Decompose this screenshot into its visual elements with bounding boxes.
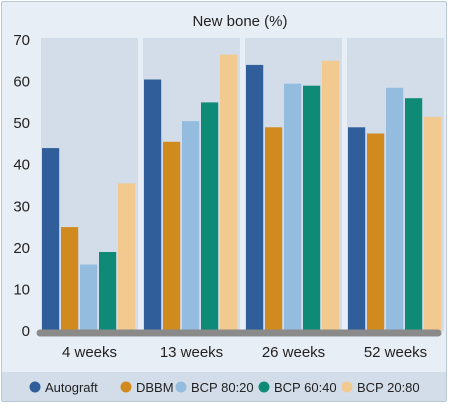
y-tick-label-70: 70 bbox=[13, 32, 30, 49]
bar-bcp-80-20-26-weeks bbox=[284, 83, 302, 331]
bar-bcp-20-80-52-weeks bbox=[424, 116, 442, 332]
legend-label-bcp-80-20: BCP 80:20 bbox=[191, 380, 254, 395]
y-tick-label-40: 40 bbox=[13, 157, 30, 174]
legend-marker-dbbm bbox=[120, 381, 132, 393]
bar-bcp-60-40-52-weeks bbox=[405, 98, 423, 331]
bar-dbbm-4-weeks bbox=[61, 227, 79, 331]
y-tick-label-10: 10 bbox=[13, 281, 30, 298]
bar-autograft-13-weeks bbox=[144, 79, 162, 331]
bar-bcp-80-20-52-weeks bbox=[386, 87, 404, 331]
bar-dbbm-52-weeks bbox=[367, 133, 385, 331]
bar-dbbm-13-weeks bbox=[163, 141, 181, 331]
y-tick-label-60: 60 bbox=[13, 74, 30, 91]
bar-bcp-20-80-13-weeks bbox=[220, 54, 238, 331]
legend-marker-autograft bbox=[29, 381, 41, 393]
legend-label-autograft: Autograft bbox=[45, 380, 98, 395]
bar-autograft-52-weeks bbox=[348, 127, 366, 331]
x-tick-label-52-weeks: 52 weeks bbox=[364, 344, 427, 361]
x-tick-label-13-weeks: 13 weeks bbox=[160, 344, 223, 361]
y-tick-label-50: 50 bbox=[13, 115, 30, 132]
bar-bcp-60-40-13-weeks bbox=[201, 102, 219, 332]
legend-label-dbbm: DBBM bbox=[136, 380, 174, 395]
y-tick-label-20: 20 bbox=[13, 240, 30, 257]
legend-marker-bcp-20-80 bbox=[341, 381, 353, 393]
y-tick-label-0: 0 bbox=[22, 323, 30, 340]
chart-title: New bone (%) bbox=[192, 13, 287, 30]
bar-bcp-80-20-4-weeks bbox=[80, 264, 98, 331]
bar-bcp-20-80-4-weeks bbox=[118, 183, 136, 331]
bar-dbbm-26-weeks bbox=[265, 127, 283, 331]
legend-label-bcp-60-40: BCP 60:40 bbox=[274, 380, 337, 395]
bar-autograft-4-weeks bbox=[42, 148, 60, 331]
legend-marker-bcp-80-20 bbox=[175, 381, 187, 393]
bar-autograft-26-weeks bbox=[246, 64, 264, 332]
x-tick-label-4-weeks: 4 weeks bbox=[62, 344, 117, 361]
bar-bcp-60-40-26-weeks bbox=[303, 85, 321, 331]
bar-chart: New bone (%) 0 10 20 30 40 50 60 70 4 weeks 13 w… bbox=[2, 13, 446, 401]
legend-background bbox=[2, 372, 446, 401]
bar-bcp-20-80-26-weeks bbox=[322, 60, 340, 332]
legend-marker-bcp-60-40 bbox=[258, 381, 270, 393]
legend-label-bcp-20-80: BCP 20:80 bbox=[357, 380, 420, 395]
bar-bcp-60-40-4-weeks bbox=[99, 252, 117, 331]
x-tick-label-26-weeks: 26 weeks bbox=[262, 344, 325, 361]
y-tick-label-30: 30 bbox=[13, 198, 30, 215]
bar-bcp-80-20-13-weeks bbox=[182, 121, 200, 331]
